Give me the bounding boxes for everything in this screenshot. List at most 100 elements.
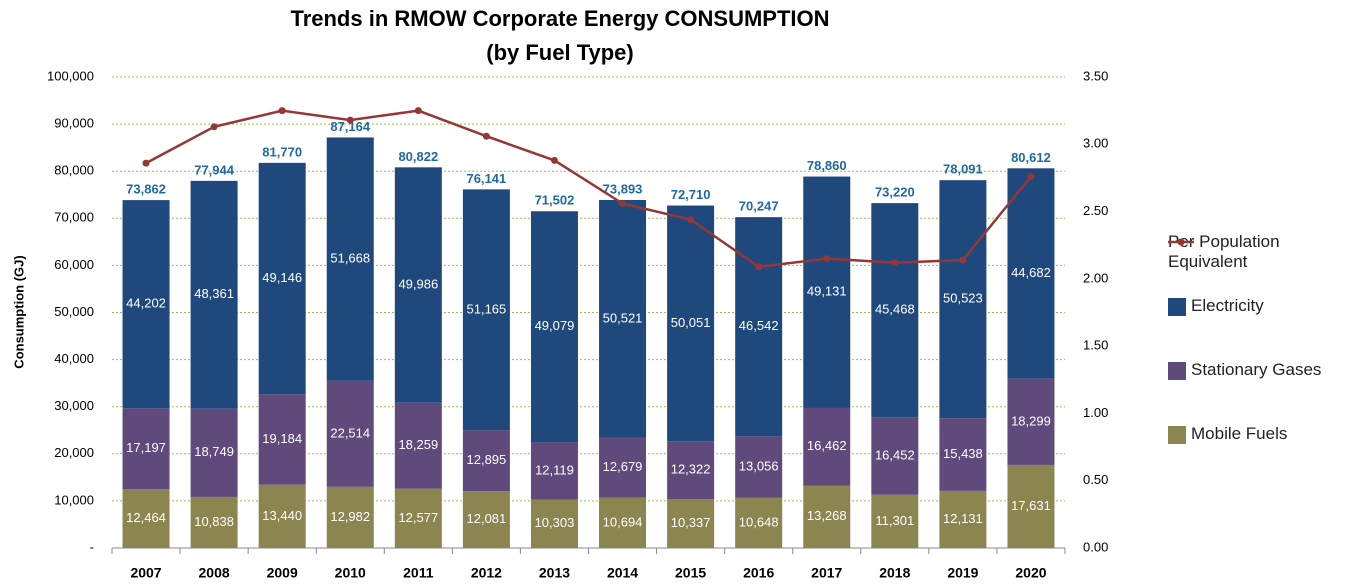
bar-segment bbox=[735, 217, 783, 437]
bar-segment bbox=[803, 485, 851, 548]
legend-swatch bbox=[1168, 238, 1194, 246]
bar-segment bbox=[530, 499, 578, 548]
bar-segment bbox=[190, 408, 238, 497]
legend-item: Mobile Fuels bbox=[1168, 424, 1358, 488]
bar-segment bbox=[462, 189, 510, 431]
legend-label: Mobile Fuels bbox=[1191, 424, 1288, 443]
bar-segment bbox=[530, 442, 578, 500]
value-label: 15,438 bbox=[943, 446, 983, 461]
chart-title: Trends in RMOW Corporate Energy CONSUMPT… bbox=[290, 6, 829, 31]
bar-segment bbox=[667, 499, 715, 548]
value-label: 10,694 bbox=[603, 514, 643, 529]
total-label: 80,612 bbox=[1011, 150, 1051, 165]
y-tick-label: 50,000 bbox=[54, 304, 94, 319]
bar-segment bbox=[871, 203, 919, 418]
line-point bbox=[823, 255, 831, 263]
total-label: 78,860 bbox=[807, 158, 847, 173]
value-label: 18,749 bbox=[194, 444, 234, 459]
y-tick-label: 70,000 bbox=[54, 210, 94, 225]
line-point bbox=[891, 259, 899, 267]
x-tick-label: 2011 bbox=[403, 565, 434, 581]
y2-tick-label: 0.00 bbox=[1083, 539, 1108, 554]
legend-label: Per Population Equivalent bbox=[1168, 232, 1280, 271]
bar-segment bbox=[258, 394, 306, 485]
bar-segment bbox=[939, 418, 987, 491]
value-label: 13,268 bbox=[807, 508, 847, 523]
value-label: 12,577 bbox=[398, 510, 438, 525]
y-tick-label: 10,000 bbox=[54, 492, 94, 507]
y-tick-label: 60,000 bbox=[54, 257, 94, 272]
x-tick-label: 2018 bbox=[879, 565, 910, 581]
value-label: 12,322 bbox=[671, 462, 711, 477]
x-tick-label: 2015 bbox=[675, 565, 706, 581]
total-label: 70,247 bbox=[739, 199, 779, 214]
value-label: 19,184 bbox=[262, 431, 302, 446]
bar-segment bbox=[599, 497, 647, 548]
value-label: 17,631 bbox=[1011, 498, 1051, 513]
bar-segment bbox=[939, 180, 987, 419]
bar-segment bbox=[1007, 168, 1055, 379]
bar-segment bbox=[394, 402, 442, 489]
value-label: 51,668 bbox=[330, 251, 370, 266]
total-label: 71,502 bbox=[535, 193, 575, 208]
x-tick-label: 2009 bbox=[267, 565, 298, 581]
x-tick-label: 2019 bbox=[947, 565, 978, 581]
legend-label: Electricity bbox=[1191, 296, 1264, 315]
bar-segment bbox=[667, 205, 715, 442]
bar-segment bbox=[462, 430, 510, 492]
legend-label: Stationary Gases bbox=[1191, 360, 1322, 379]
legend-item: Stationary Gases bbox=[1168, 360, 1358, 424]
line bbox=[145, 109, 1032, 269]
bar-segment bbox=[258, 162, 306, 395]
y-axis-label: Consumption (GJ) bbox=[11, 255, 26, 368]
value-label: 13,056 bbox=[739, 459, 779, 474]
bar-segment bbox=[190, 180, 238, 409]
y-tick-label: 90,000 bbox=[54, 116, 94, 131]
y-tick-label: 30,000 bbox=[54, 398, 94, 413]
x-tick-label: 2013 bbox=[539, 565, 570, 581]
line-point bbox=[346, 116, 354, 124]
total-label: 78,091 bbox=[943, 162, 983, 177]
bar-segment bbox=[599, 199, 647, 438]
value-label: 10,337 bbox=[671, 515, 711, 530]
x-tick-label: 2016 bbox=[743, 565, 774, 581]
value-label: 12,464 bbox=[126, 510, 166, 525]
bar-segment bbox=[803, 407, 851, 486]
value-label: 11,301 bbox=[875, 513, 914, 528]
x-tick-label: 2010 bbox=[335, 565, 366, 581]
bar-segment bbox=[1007, 464, 1055, 548]
value-label: 44,202 bbox=[126, 296, 166, 311]
legend-item: Per Population Equivalent bbox=[1168, 232, 1358, 296]
y2-tick-label: 1.50 bbox=[1083, 338, 1108, 353]
bar-segment bbox=[871, 494, 919, 548]
line-point bbox=[1027, 173, 1035, 181]
value-label: 50,523 bbox=[943, 291, 983, 306]
x-tick-label: 2008 bbox=[199, 565, 230, 581]
line-point bbox=[278, 107, 286, 115]
y-tick-label: 100,000 bbox=[47, 68, 94, 83]
bar-segment bbox=[122, 489, 170, 548]
total-label: 73,220 bbox=[875, 185, 915, 200]
line-point bbox=[142, 159, 150, 167]
value-label: 17,197 bbox=[126, 440, 166, 455]
line-point bbox=[959, 256, 967, 264]
bar-segment bbox=[326, 380, 374, 487]
value-label: 49,079 bbox=[535, 318, 575, 333]
total-label: 87,164 bbox=[330, 119, 371, 134]
chart-title: (by Fuel Type) bbox=[486, 40, 634, 65]
total-label: 76,141 bbox=[467, 171, 507, 186]
x-tick-label: 2017 bbox=[811, 565, 842, 581]
value-label: 13,440 bbox=[262, 508, 302, 523]
y2-tick-label: 2.00 bbox=[1083, 270, 1108, 285]
line-point bbox=[755, 263, 763, 271]
total-label: 72,710 bbox=[671, 187, 711, 202]
bar-segment bbox=[462, 491, 510, 548]
value-label: 12,679 bbox=[603, 459, 643, 474]
value-label: 46,542 bbox=[739, 318, 779, 333]
bar-segment bbox=[122, 200, 170, 409]
x-tick-label: 2012 bbox=[471, 565, 502, 581]
y-tick-label: - bbox=[90, 539, 94, 554]
value-label: 45,468 bbox=[875, 302, 915, 317]
value-label: 10,648 bbox=[739, 514, 779, 529]
